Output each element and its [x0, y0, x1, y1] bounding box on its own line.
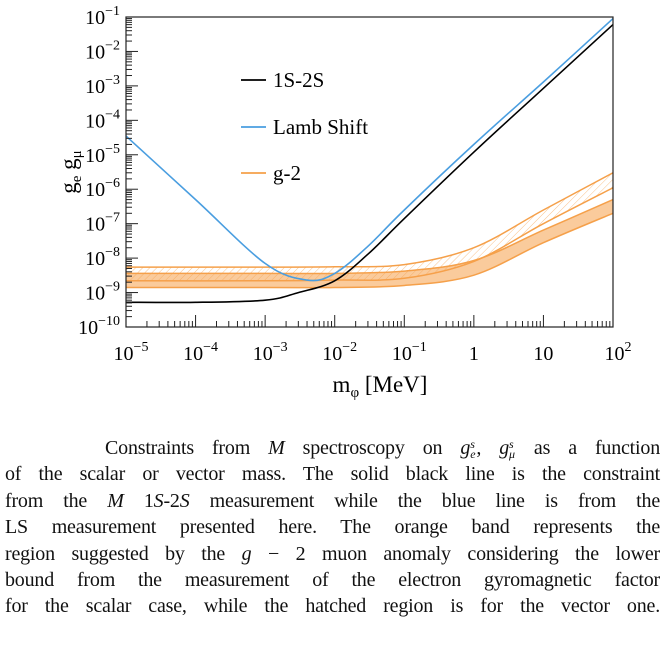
- legend-label: 1S-2S: [273, 68, 324, 92]
- tick-label: 10−1: [392, 340, 427, 365]
- tick-label: 10: [533, 343, 553, 365]
- caption-text: region suggested by the: [5, 542, 242, 565]
- caption-line: region suggested by the g − 2 muon anoma…: [5, 542, 660, 566]
- bands-layer: [126, 172, 613, 289]
- tick-label: 10−4: [183, 340, 218, 365]
- caption-line: from the M 1S-2S measurement while the b…: [5, 489, 660, 513]
- series-line-1s-2s: [126, 24, 613, 304]
- g2-band-upper-edge: [126, 198, 613, 275]
- constraint-chart: 10−5 10−4 10−3 10−2 10−1 1 10 102 10−1 10−2 10−3 10…: [56, 4, 632, 401]
- g2-band-vector-hatched: [126, 172, 613, 281]
- g2-band-lower-edge: [126, 212, 613, 289]
- tick-label: 102: [605, 340, 632, 365]
- lines-layer: [126, 18, 613, 304]
- caption-text: of the scalar or vector mass. The solid …: [5, 463, 660, 486]
- caption-line: LS measurement presented here. The orang…: [5, 515, 660, 539]
- y-axis-label: ge gμ: [56, 150, 85, 193]
- caption-text: 1: [123, 489, 154, 512]
- tick-label: 10−8: [85, 245, 120, 270]
- caption-line: bound from the measurement of the electr…: [5, 568, 660, 592]
- tick-label: 10−6: [85, 176, 120, 201]
- plot-frame: [125, 16, 614, 328]
- caption-line: for the scalar case, while the hatched r…: [5, 594, 660, 618]
- legend-label: g-2: [273, 161, 301, 185]
- caption-text: from the: [5, 489, 108, 512]
- caption-text: measurement while the blue line is from …: [189, 489, 661, 512]
- tick-label: 10−1: [85, 4, 120, 29]
- caption-text: bound from the measurement of the electr…: [5, 569, 660, 591]
- caption-text: g: [460, 437, 471, 459]
- caption-text: ,: [476, 437, 500, 459]
- tick-label: 10−5: [85, 142, 120, 167]
- caption-text: M: [107, 489, 124, 512]
- caption-text: S: [179, 489, 190, 512]
- tick-label: 10−9: [85, 280, 120, 305]
- tick-label: 10−2: [85, 38, 120, 63]
- caption-text: as a function: [515, 437, 660, 459]
- caption-text: Constraints from: [105, 437, 269, 459]
- g2-band-scalar-filled: [126, 199, 613, 288]
- caption-text: -2: [163, 489, 180, 512]
- caption-text: for the scalar case, while the hatched r…: [5, 595, 660, 618]
- tick-label: 10−7: [85, 211, 120, 236]
- legend: 1S-2S Lamb Shift g-2: [241, 68, 368, 185]
- caption-text: g: [499, 437, 509, 459]
- tick-label: 10−3: [85, 73, 120, 98]
- series-line-lamb-shift: [126, 18, 613, 282]
- caption-line: of the scalar or vector mass. The solid …: [5, 462, 660, 486]
- tick-label: 10−3: [253, 340, 288, 365]
- caption-text: S: [153, 489, 164, 512]
- caption-text: − 2 muon anomaly considering the lower: [251, 542, 660, 565]
- tick-label: 10−4: [85, 107, 120, 132]
- caption-text: g: [241, 542, 252, 565]
- ticks-layer: 10−5 10−4 10−3 10−2 10−1 1 10 102 10−1 10−2 10−3 10…: [78, 4, 631, 365]
- g2-band-upper-edge: [126, 172, 613, 268]
- tick-label: 10−10: [78, 314, 120, 339]
- tick-label: 10−5: [114, 340, 149, 365]
- x-axis-label: mφ [MeV]: [333, 372, 428, 401]
- caption-text: spectroscopy on: [284, 437, 461, 459]
- caption-text: M: [268, 437, 285, 459]
- tick-label: 10−2: [322, 340, 357, 365]
- legend-label: Lamb Shift: [273, 115, 368, 139]
- caption-text: LS measurement presented here. The orang…: [5, 516, 660, 539]
- tick-label: 1: [469, 343, 479, 365]
